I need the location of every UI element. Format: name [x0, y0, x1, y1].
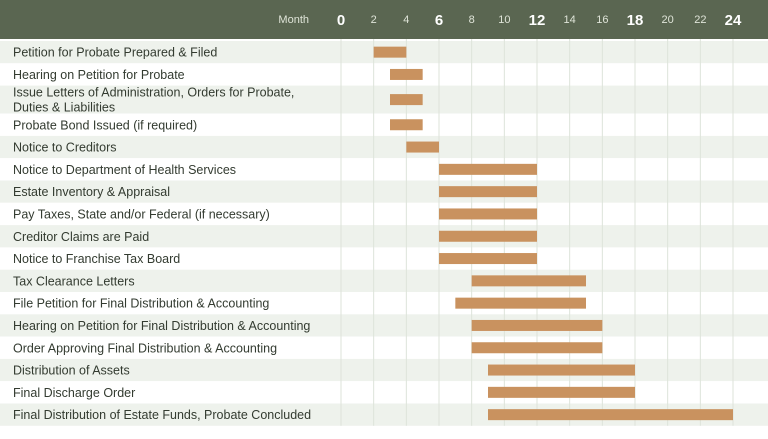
task-label: File Petition for Final Distribution & A… [13, 297, 269, 311]
task-bar [390, 68, 423, 80]
task-label: Final Distribution of Estate Funds, Prob… [13, 408, 311, 422]
task-label: Hearing on Petition for Probate [13, 68, 185, 82]
task-label: Tax Clearance Letters [13, 274, 135, 288]
task-label: Final Discharge Order [13, 386, 135, 400]
task-label: Estate Inventory & Appraisal [13, 185, 170, 199]
row-backgrounds [0, 41, 768, 426]
axis-label-month: Month [278, 14, 309, 26]
task-label: Petition for Probate Prepared & Filed [13, 46, 217, 60]
gridlines [340, 39, 734, 426]
task-bar [471, 319, 603, 331]
task-bar [439, 163, 537, 175]
task-label: Hearing on Petition for Final Distributi… [13, 319, 310, 333]
row-background [0, 381, 768, 404]
task-bar [488, 386, 635, 398]
tick-label: 6 [435, 12, 443, 29]
task-bar [471, 342, 603, 354]
tick-label: 0 [337, 12, 345, 29]
task-label: Issue Letters of Administration, Orders … [13, 86, 294, 115]
tick-label: 18 [627, 12, 644, 29]
task-bar [406, 141, 439, 153]
tick-label: 8 [469, 14, 475, 26]
task-label: Distribution of Assets [13, 364, 130, 378]
row-background [0, 269, 768, 292]
task-bar [439, 186, 537, 198]
tick-label: 4 [403, 14, 409, 26]
task-labels: Petition for Probate Prepared & Filed Hea… [13, 46, 311, 422]
tick-label: 20 [662, 14, 674, 26]
task-bar [390, 119, 423, 131]
row-background [0, 314, 768, 337]
header-bar [0, 0, 768, 39]
tick-label: 16 [596, 14, 608, 26]
row-background [0, 358, 768, 382]
row-background [0, 247, 768, 270]
tick-label: 10 [498, 14, 510, 26]
task-bar [439, 208, 537, 220]
row-background [0, 202, 768, 226]
task-label: Probate Bond Issued (if required) [13, 118, 197, 132]
tick-label: 2 [371, 14, 377, 26]
task-bars [373, 46, 733, 421]
row-background [0, 292, 768, 315]
task-bar [390, 94, 423, 106]
row-background [0, 113, 768, 136]
task-bar [373, 46, 407, 58]
task-label: Creditor Claims are Paid [13, 230, 149, 244]
task-bar [439, 230, 537, 242]
task-label: Notice to Franchise Tax Board [13, 252, 180, 266]
row-background [0, 403, 768, 426]
row-background [0, 180, 768, 203]
tick-label: 24 [725, 12, 742, 29]
task-bar [439, 253, 537, 265]
task-bar [455, 297, 586, 309]
tick-label: 12 [529, 12, 546, 29]
task-label: Notice to Department of Health Services [13, 163, 236, 177]
tick-label: 14 [564, 14, 576, 26]
task-label: Pay Taxes, State and/or Federal (if nece… [13, 207, 270, 221]
task-bar [488, 364, 635, 376]
tick-labels: 0 2 4 6 8 10 12 14 16 18 20 22 24 [337, 12, 742, 29]
row-background [0, 158, 768, 181]
task-bar [471, 275, 586, 287]
tick-label: 22 [694, 14, 706, 26]
row-background [0, 85, 768, 114]
row-background [0, 336, 768, 359]
row-background [0, 135, 768, 159]
row-background [0, 63, 768, 86]
task-bar [488, 409, 733, 421]
row-background [0, 225, 768, 248]
task-label: Order Approving Final Distribution & Acc… [13, 341, 277, 355]
task-label: Notice to Creditors [13, 141, 117, 155]
